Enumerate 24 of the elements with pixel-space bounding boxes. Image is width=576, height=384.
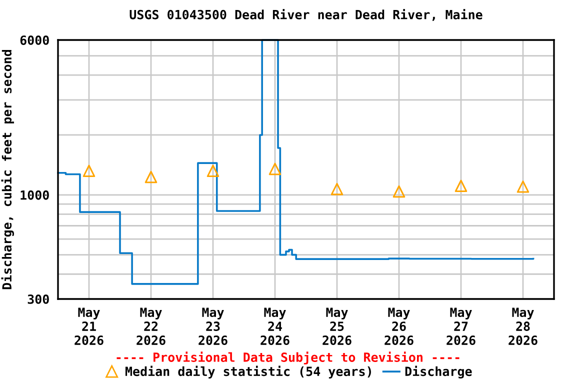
legend-label: Median daily statistic (54 years): [125, 366, 371, 378]
y-tick-label: 300: [28, 294, 49, 304]
point: [454, 180, 468, 192]
text: ---- Provisional Data Subject to Revision ----: [116, 352, 460, 364]
chart-title: USGS 01043500 Dead River near Dead River, Maine: [130, 9, 482, 21]
point: [268, 162, 282, 176]
x-tick-label: May 28 2026: [508, 308, 538, 346]
point: [392, 185, 406, 198]
point: [516, 180, 530, 193]
point: [206, 164, 220, 178]
x-tick-label: May 24 2026: [260, 308, 290, 346]
legend-label: Discharge: [405, 366, 472, 378]
point: [144, 170, 158, 184]
point: [330, 182, 344, 196]
x-tick-label: May 27 2026: [446, 308, 476, 346]
x-tick-label: May 25 2026: [322, 308, 352, 346]
x-tick-label: May 22 2026: [136, 308, 166, 346]
y-tick-label: 6000: [20, 35, 49, 45]
x-tick-label: May 21 2026: [74, 308, 104, 346]
y-axis-title: Discharge, cubic feet per second: [1, 50, 14, 290]
y-tick-label: 1000: [20, 190, 49, 200]
x-tick-label: May 23 2026: [198, 308, 228, 346]
x-tick-label: May 26 2026: [384, 308, 414, 346]
point: [82, 164, 96, 178]
